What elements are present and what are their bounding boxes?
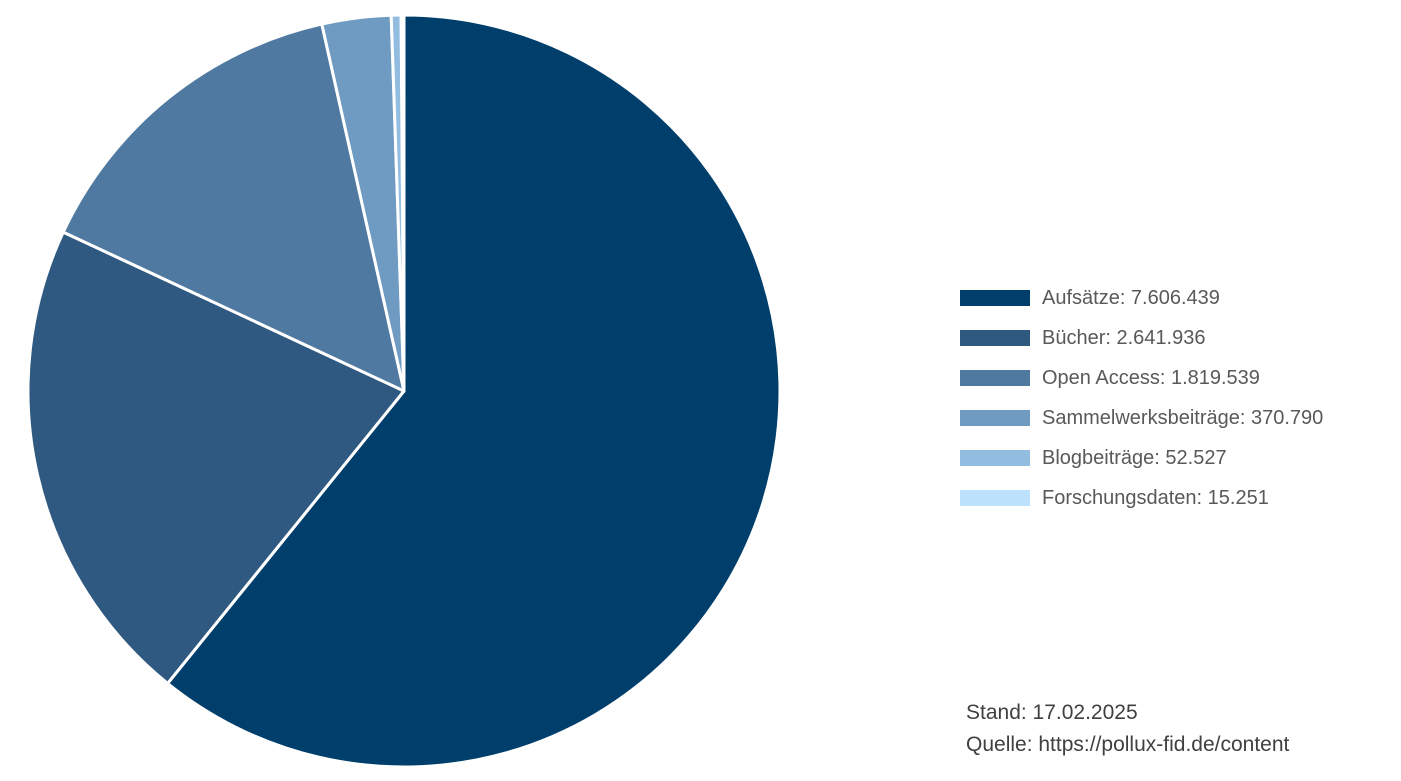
legend-label: Forschungsdaten: 15.251 [1042,486,1269,509]
chart-footer: Stand: 17.02.2025 Quelle: https://pollux… [966,697,1289,761]
source-note: Quelle: https://pollux-fid.de/content [966,733,1290,756]
date-note: Stand: 17.02.2025 [966,701,1138,724]
pie-slice-buecher [26,230,406,685]
legend-item: Forschungsdaten: 15.251 [960,478,1323,518]
legend-swatch [960,410,1030,426]
pie-slice-open-access [61,22,406,393]
pie-slice-forschungsdaten [399,13,406,393]
legend-item: Aufsätze: 7.606.439 [960,278,1323,318]
legend-item: Open Access: 1.819.539 [960,358,1323,398]
legend-label: Aufsätze: 7.606.439 [1042,286,1220,309]
legend-swatch [960,330,1030,346]
legend-item: Bücher: 2.641.936 [960,318,1323,358]
pie-chart [26,13,782,769]
legend-item: Blogbeiträge: 52.527 [960,438,1323,478]
legend-label: Sammelwerksbeiträge: 370.790 [1042,406,1324,429]
legend-label: Bücher: 2.641.936 [1042,326,1206,349]
legend-item: Sammelwerksbeiträge: 370.790 [960,398,1323,438]
pie-slice-aufsaetze [166,13,782,769]
legend-swatch [960,290,1030,306]
legend-swatch [960,490,1030,506]
legend-swatch [960,450,1030,466]
legend-label: Blogbeiträge: 52.527 [1042,446,1227,469]
legend-swatch [960,370,1030,386]
legend-label: Open Access: 1.819.539 [1042,366,1260,389]
legend: Aufsätze: 7.606.439 Bücher: 2.641.936 Op… [960,278,1323,518]
